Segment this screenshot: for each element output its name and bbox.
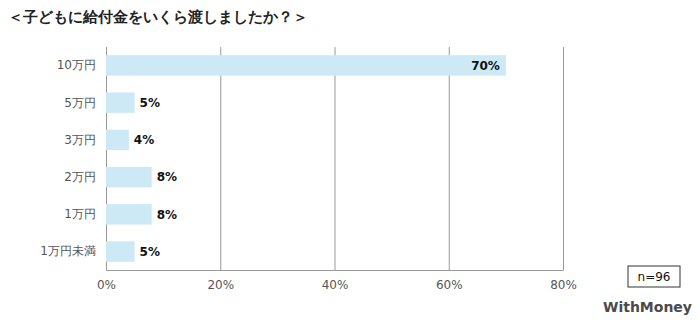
x-tick-label: 20% [207, 278, 234, 292]
grid-line [449, 47, 450, 270]
data-label: 5% [140, 245, 160, 259]
y-tick: 5万円 [64, 95, 106, 109]
x-axis: 0% 20% 40% 60% 80% [97, 47, 577, 292]
bar [106, 55, 506, 75]
grid-line [106, 47, 107, 270]
logo: WithMoney [603, 299, 692, 315]
y-tick-label: 3万円 [64, 133, 96, 147]
x-tick: 60% [436, 47, 463, 292]
grid-line [335, 47, 336, 270]
chart: ＜子どもに給付金をいくら渡しましたか？＞ 0% 20% 40% 60% 80% 10万円 5万… [0, 0, 700, 321]
x-tick: 40% [322, 47, 349, 292]
x-tick: 80% [550, 47, 577, 292]
data-label: 70% [471, 59, 500, 73]
data-label: 4% [134, 133, 154, 147]
sample-size: n=96 [628, 266, 680, 287]
data-label: 8% [157, 208, 177, 222]
bar [106, 92, 135, 112]
bar [106, 130, 129, 150]
x-tick-label: 0% [97, 278, 116, 292]
y-tick: 1万円 [64, 207, 106, 221]
y-tick: 1万円未満 [40, 244, 106, 258]
x-axis-line [107, 270, 564, 271]
y-tick-label: 10万円 [57, 58, 96, 72]
sample-size-text: n=96 [638, 270, 671, 284]
y-tick-label: 2万円 [64, 170, 96, 184]
bars [106, 55, 506, 262]
x-tick-label: 40% [322, 278, 349, 292]
y-tick: 10万円 [57, 58, 106, 72]
x-tick: 20% [207, 47, 234, 292]
y-tick: 2万円 [64, 170, 106, 184]
data-label: 8% [157, 170, 177, 184]
sample-size-box [628, 266, 680, 287]
y-axis-line [106, 48, 107, 271]
grid-line [563, 47, 564, 270]
bar [106, 241, 135, 261]
x-tick-label: 80% [550, 278, 577, 292]
bar [106, 167, 152, 187]
y-tick: 3万円 [64, 133, 106, 147]
x-tick-label: 60% [436, 278, 463, 292]
title: ＜子どもに給付金をいくら渡しましたか？＞ [8, 8, 308, 26]
bar [106, 204, 152, 224]
y-axis: 10万円 5万円 3万円 2万円 1万円 1万円未満 [40, 48, 106, 271]
y-tick-label: 5万円 [64, 95, 96, 109]
y-tick-label: 1万円未満 [40, 244, 96, 258]
data-label: 5% [140, 96, 160, 110]
data-labels: 70% 5% 4% 8% 8% 5% [134, 59, 500, 259]
y-tick-label: 1万円 [64, 207, 96, 221]
grid-line [220, 47, 221, 270]
